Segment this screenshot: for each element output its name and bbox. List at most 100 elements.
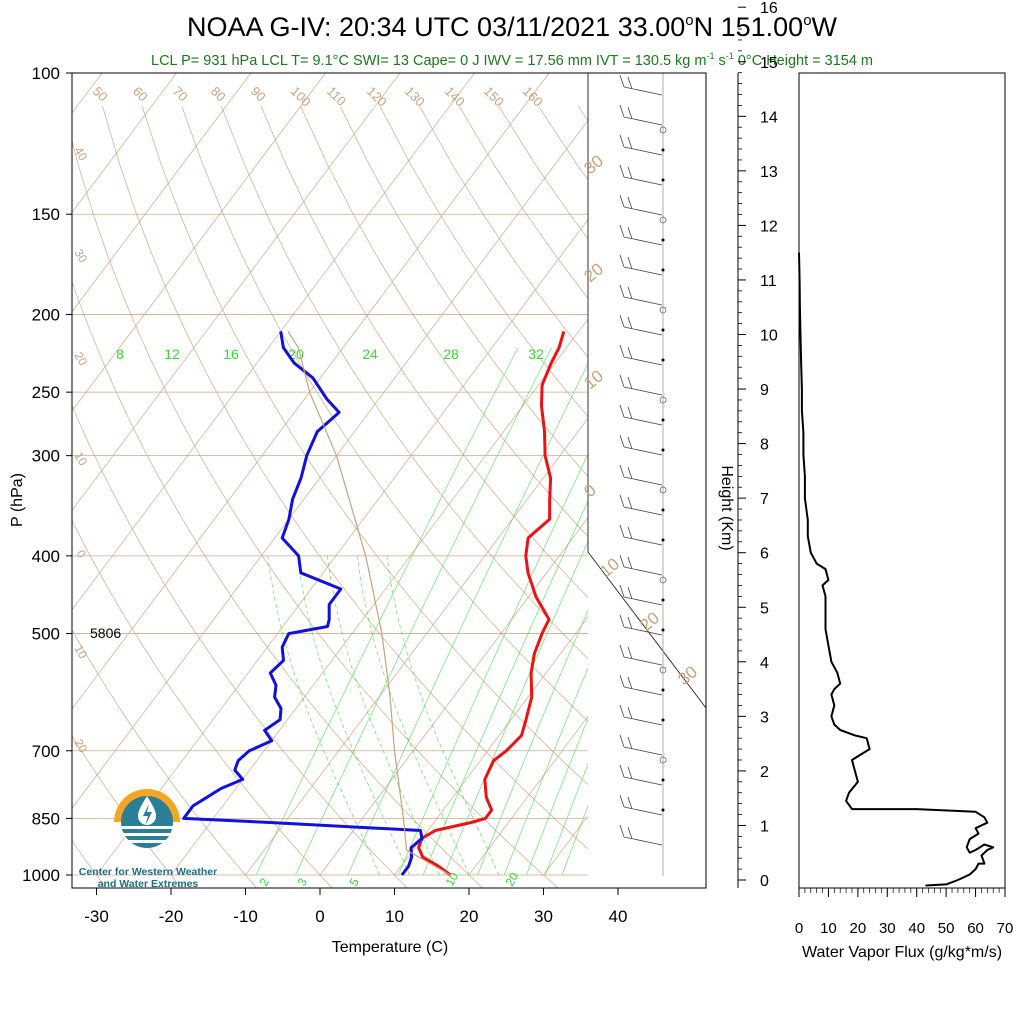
mixing-ratio-label: 24 xyxy=(362,346,378,362)
height-tick-label: 12 xyxy=(760,218,778,235)
temperature-tick-label: -30 xyxy=(84,907,109,926)
pressure-tick-label: 850 xyxy=(32,809,60,828)
wvf-tick-label: 60 xyxy=(967,920,984,937)
height-500-label: 5806 xyxy=(90,625,121,641)
pressure-tick-label: 700 xyxy=(32,742,60,761)
height-tick-label: 5 xyxy=(760,600,769,617)
water-vapor-flux-profile xyxy=(799,253,993,886)
height-tick-label: 14 xyxy=(760,109,778,126)
dry-adiabat-label: 50 xyxy=(90,84,111,105)
dry-adiabat-label: 60 xyxy=(130,84,151,105)
isotherm-label: 10 xyxy=(71,450,90,469)
mixing-ratio-label: 8 xyxy=(116,346,124,362)
wvf-tick-label: 0 xyxy=(795,920,803,937)
dry-adiabat-label: 110 xyxy=(324,84,349,109)
wind-barb-area xyxy=(588,73,706,888)
dry-adiabat-line xyxy=(103,106,638,892)
height-tick-label: 8 xyxy=(760,437,769,454)
temperature-profile xyxy=(419,331,564,875)
wvf-tick-label: 20 xyxy=(850,920,867,937)
wvf-tick-label: 10 xyxy=(820,920,837,937)
wvf-tick-label: 30 xyxy=(879,920,896,937)
height-tick-label: 11 xyxy=(760,273,777,290)
mixing-ratio-label: 12 xyxy=(164,346,180,362)
dry-adiabat-label: 100 xyxy=(288,84,314,110)
dry-adiabat-line xyxy=(23,106,487,892)
dry-adiabat-line xyxy=(459,106,1024,892)
mixing-ratio-label: 5 xyxy=(346,875,362,888)
wvf-tick-label: 40 xyxy=(908,920,925,937)
temperature-tick-label: 40 xyxy=(609,907,628,926)
pressure-tick-label: 250 xyxy=(32,383,60,402)
dry-adiabat-label: 80 xyxy=(208,84,229,105)
height-tick-label: 4 xyxy=(760,655,769,672)
isotherm-label: 40 xyxy=(71,145,90,164)
pressure-tick-label: 300 xyxy=(32,447,60,466)
dry-adiabat-label: 160 xyxy=(520,84,546,110)
isotherm-line xyxy=(22,73,624,875)
height-tick-label: 13 xyxy=(760,164,778,181)
height-tick-label: 15 xyxy=(760,55,778,72)
temperature-axis-label: Temperature (C) xyxy=(332,939,448,956)
logo-caption: Center for Western Weather and Water Ext… xyxy=(68,866,228,890)
wind-dot-marker xyxy=(662,449,665,452)
pressure-tick-label: 150 xyxy=(32,205,60,224)
parcel-profile xyxy=(288,331,450,875)
wind-dot-marker xyxy=(662,329,665,332)
wind-dot-marker xyxy=(662,689,665,692)
dry-adiabat-label: 120 xyxy=(364,84,390,110)
wind-dot-marker xyxy=(662,719,665,722)
dry-adiabat-label: 150 xyxy=(481,84,507,110)
wind-dot-marker xyxy=(662,599,665,602)
height-tick-label: 9 xyxy=(760,382,769,399)
wind-dot-marker xyxy=(662,629,665,632)
mixing-ratio-label: 2 xyxy=(256,875,272,888)
wvf-axis-label: Water Vapor Flux (g/kg*m/s) xyxy=(802,944,1002,961)
mixing-ratio-label: 16 xyxy=(223,346,239,362)
temperature-tick-label: 10 xyxy=(385,907,404,926)
isotherm-label: 30 xyxy=(71,247,90,266)
dry-adiabat-label: 70 xyxy=(170,84,191,105)
dry-adiabat-line xyxy=(697,106,1024,892)
dry-adiabat-label: 90 xyxy=(248,84,269,105)
logo-wave-3 xyxy=(127,840,167,843)
pressure-tick-label: 1000 xyxy=(22,866,60,885)
height-tick-label: 7 xyxy=(760,491,769,508)
mixing-ratio-label: 28 xyxy=(443,346,459,362)
wvf-tick-label: 50 xyxy=(938,920,955,937)
temperature-tick-label: -20 xyxy=(159,907,184,926)
cw3e-logo xyxy=(114,789,180,848)
height-tick-label: 16 xyxy=(760,0,778,17)
temperature-tick-label: 0 xyxy=(315,907,324,926)
dry-adiabat-line xyxy=(657,106,1024,892)
isotherm-line xyxy=(0,73,475,875)
dry-adiabat-line xyxy=(0,106,185,892)
logo-wave-2 xyxy=(123,833,171,836)
mixing-ratio-line xyxy=(296,348,552,875)
temperature-tick-label: -10 xyxy=(233,907,258,926)
mixing-ratio-line xyxy=(256,348,518,875)
logo-caption-line2: and Water Extremes xyxy=(68,878,228,890)
wind-dot-marker xyxy=(662,539,665,542)
mixing-ratio-label: 32 xyxy=(528,346,544,362)
logo-wave-1 xyxy=(121,826,173,829)
pressure-tick-label: 100 xyxy=(32,64,60,83)
wind-dot-marker xyxy=(662,509,665,512)
isotherm-label: 0 xyxy=(73,548,89,561)
wind-dot-marker xyxy=(662,359,665,362)
height-tick-label: 3 xyxy=(760,709,769,726)
isotherm-line xyxy=(693,73,1024,875)
isotherm-line xyxy=(0,73,177,875)
height-tick-label: 6 xyxy=(760,546,769,563)
dry-adiabat-line xyxy=(737,106,1024,892)
isotherm-line xyxy=(246,73,848,875)
mixing-ratio-line xyxy=(348,348,596,875)
mixing-ratio-label: 3 xyxy=(294,875,310,888)
wind-dot-marker xyxy=(662,809,665,812)
wvf-tick-label: 70 xyxy=(997,920,1014,937)
height-tick-label: 2 xyxy=(760,764,769,781)
pressure-tick-label: 400 xyxy=(32,547,60,566)
pressure-axis-label: P (hPa) xyxy=(9,473,26,527)
